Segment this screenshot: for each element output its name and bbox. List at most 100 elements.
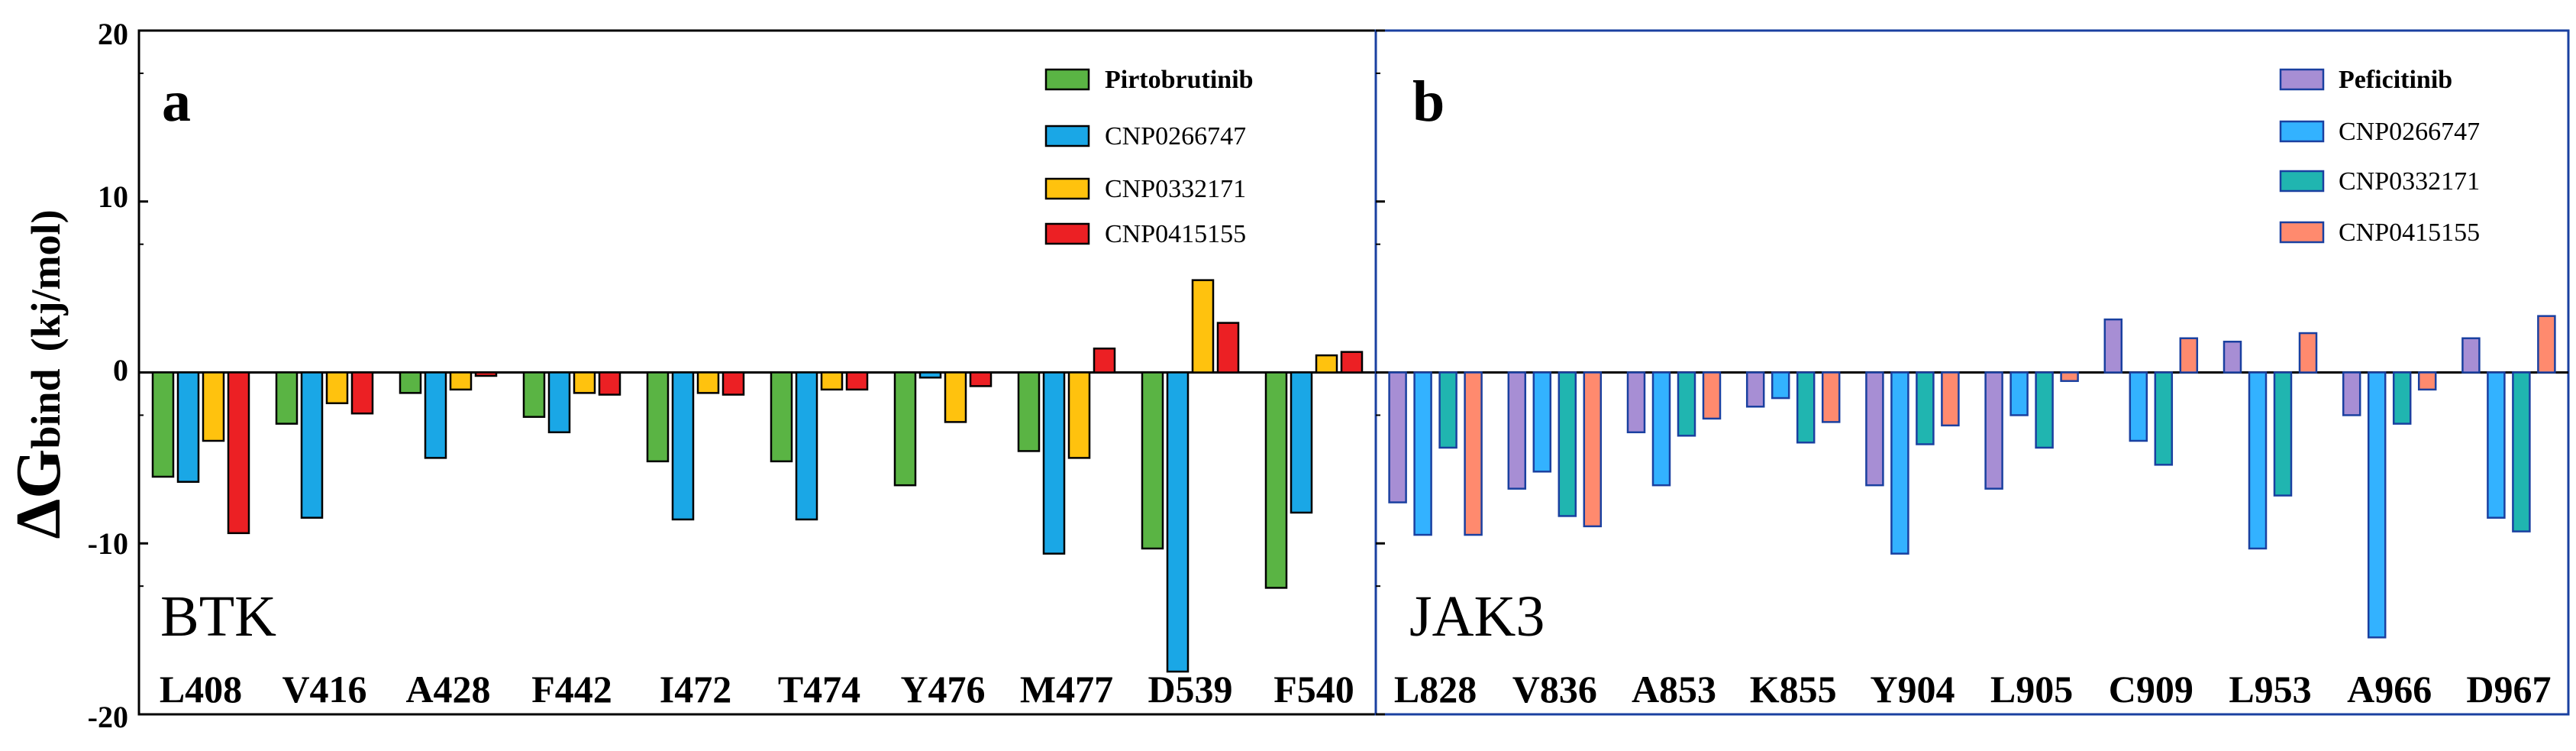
x-tick-label-k855: K855 (1750, 668, 1837, 711)
y-tick-label-0: 0 (113, 353, 128, 387)
bar-v836-peficitinib (1507, 371, 1527, 490)
bar-y904-cnp0332171 (1916, 371, 1935, 445)
bar-v836-cnp0266747 (1532, 371, 1552, 473)
x-tick-label-m477: M477 (1020, 668, 1113, 711)
legend-label-pirtobrutinib: Pirtobrutinib (1105, 66, 1254, 94)
y-tick-label-minus20: -20 (88, 700, 128, 734)
legend-label-cnp0332171: CNP0332171 (1105, 175, 1246, 203)
bar-m477-pirtobrutinib (1017, 371, 1041, 452)
bar-a853-cnp0266747 (1651, 371, 1671, 487)
x-tick-label-c909: C909 (2109, 668, 2193, 711)
x-tick-label-l408: L408 (160, 668, 242, 711)
bar-a966-peficitinib (2342, 371, 2361, 416)
bar-y476-cnp0415155 (969, 371, 993, 387)
panel-b-jak3: L828 V836 A853 K855 Y904 L905 C909 L953 A966 D967… (1374, 29, 2570, 716)
y-tick-label-20: 20 (98, 17, 128, 51)
bar-m477-cnp0415155 (1093, 347, 1116, 374)
bar-l905-cnp0266747 (2009, 371, 2029, 416)
bar-l953-cnp0332171 (2273, 371, 2293, 497)
bar-i472-cnp0266747 (671, 371, 695, 521)
x-tick-label-t474: T474 (778, 668, 860, 711)
y-axis-label: ΔGbind (kj/mol) (3, 209, 74, 539)
legend-label-cnp0415155: CNP0415155 (2339, 219, 2480, 247)
legend-swatch-cnp0266747 (2279, 120, 2325, 143)
bar-c909-cnp0332171 (2154, 371, 2174, 466)
bar-d967-peficitinib (2461, 337, 2481, 374)
bar-l953-cnp0266747 (2248, 371, 2268, 550)
panel-a-btk: L408 V416 A428 F442 I472 T474 Y476 M477 D539 F540… (137, 29, 1377, 716)
bar-d967-cnp0415155 (2537, 315, 2556, 374)
legend-label-cnp0415155: CNP0415155 (1105, 220, 1246, 248)
legend-swatch-cnp0415155 (2279, 221, 2325, 244)
bar-l828-cnp0266747 (1413, 371, 1432, 536)
bar-l408-pirtobrutinib (151, 371, 175, 478)
bar-f540-cnp0415155 (1340, 351, 1364, 374)
legend-swatch-cnp0415155 (1044, 222, 1090, 245)
bar-a966-cnp0332171 (2392, 371, 2412, 425)
x-tick-label-l953: L953 (2229, 668, 2311, 711)
panel-a-kinase-label: BTK (160, 584, 276, 649)
panel-b-kinase-label: JAK3 (1409, 584, 1545, 649)
y-axis-label-sub: bind (23, 368, 69, 448)
bar-a966-cnp0266747 (2367, 371, 2387, 639)
x-tick-label-v416: V416 (282, 668, 366, 711)
y-tick-label-10: 10 (98, 180, 128, 214)
bar-c909-cnp0266747 (2129, 371, 2148, 442)
legend-swatch-cnp0332171 (1044, 177, 1090, 200)
bar-a853-cnp0415155 (1702, 371, 1722, 420)
bar-f442-cnp0266747 (547, 371, 571, 434)
bar-a853-cnp0332171 (1677, 371, 1696, 437)
bar-l828-cnp0332171 (1438, 371, 1457, 449)
legend-swatch-cnp0266747 (1044, 125, 1090, 147)
bar-f442-pirtobrutinib (522, 371, 546, 418)
bar-f540-cnp0332171 (1315, 354, 1338, 374)
x-tick-label-l828: L828 (1394, 668, 1477, 711)
x-tick-label-a428: A428 (405, 668, 490, 711)
bar-f442-cnp0332171 (573, 371, 596, 394)
x-tick-label-f540: F540 (1273, 668, 1354, 711)
bar-v836-cnp0332171 (1558, 371, 1577, 517)
y-tick-labels: 20 10 0 -10 -20 (88, 17, 128, 734)
y-tick-label-minus10: -10 (88, 526, 128, 561)
x-tick-label-a966: A966 (2347, 668, 2432, 711)
y-axis-label-unit: (kj/mol) (23, 209, 69, 351)
bar-a966-cnp0415155 (2417, 371, 2437, 391)
bar-a428-cnp0415155 (474, 371, 498, 377)
bar-v416-pirtobrutinib (275, 371, 299, 425)
bar-a428-pirtobrutinib (399, 371, 422, 394)
bar-v416-cnp0266747 (300, 371, 324, 519)
bar-f442-cnp0415155 (598, 371, 621, 396)
bar-d539-pirtobrutinib (1141, 371, 1164, 550)
bar-l953-peficitinib (2223, 340, 2242, 374)
bar-v836-cnp0415155 (1583, 371, 1603, 528)
legend-label-peficitinib: Peficitinib (2339, 66, 2452, 94)
y-axis-label-symbol: ΔG (3, 449, 74, 539)
bar-i472-pirtobrutinib (646, 371, 670, 463)
x-tick-label-a853: A853 (1632, 668, 1716, 711)
legend-label-cnp0266747: CNP0266747 (1105, 122, 1246, 151)
bar-i472-cnp0415155 (721, 371, 745, 396)
x-tick-label-y476: Y476 (900, 668, 985, 711)
bar-l953-cnp0415155 (2298, 332, 2318, 374)
x-tick-label-y904: Y904 (1870, 668, 1955, 711)
legend-swatch-pirtobrutinib (1044, 68, 1090, 91)
bar-y476-cnp0266747 (918, 371, 942, 379)
bar-y904-cnp0266747 (1890, 371, 1909, 555)
bar-l828-cnp0415155 (1464, 371, 1483, 536)
legend-swatch-peficitinib (2279, 68, 2325, 91)
bar-i472-cnp0332171 (696, 371, 720, 394)
bar-y476-pirtobrutinib (893, 371, 917, 487)
bar-c909-peficitinib (2103, 318, 2123, 374)
bar-l905-cnp0332171 (2035, 371, 2054, 449)
bar-l905-cnp0415155 (2060, 371, 2079, 382)
bar-f540-cnp0266747 (1290, 371, 1313, 514)
bar-d967-cnp0332171 (2512, 371, 2531, 532)
bar-d539-cnp0266747 (1166, 371, 1190, 673)
bar-a853-peficitinib (1626, 371, 1646, 434)
bar-k855-peficitinib (1745, 371, 1765, 408)
bar-d967-cnp0266747 (2487, 371, 2506, 519)
bar-t474-cnp0415155 (845, 371, 869, 391)
x-tick-label-i472: I472 (660, 668, 731, 711)
bar-d539-cnp0415155 (1216, 322, 1240, 374)
